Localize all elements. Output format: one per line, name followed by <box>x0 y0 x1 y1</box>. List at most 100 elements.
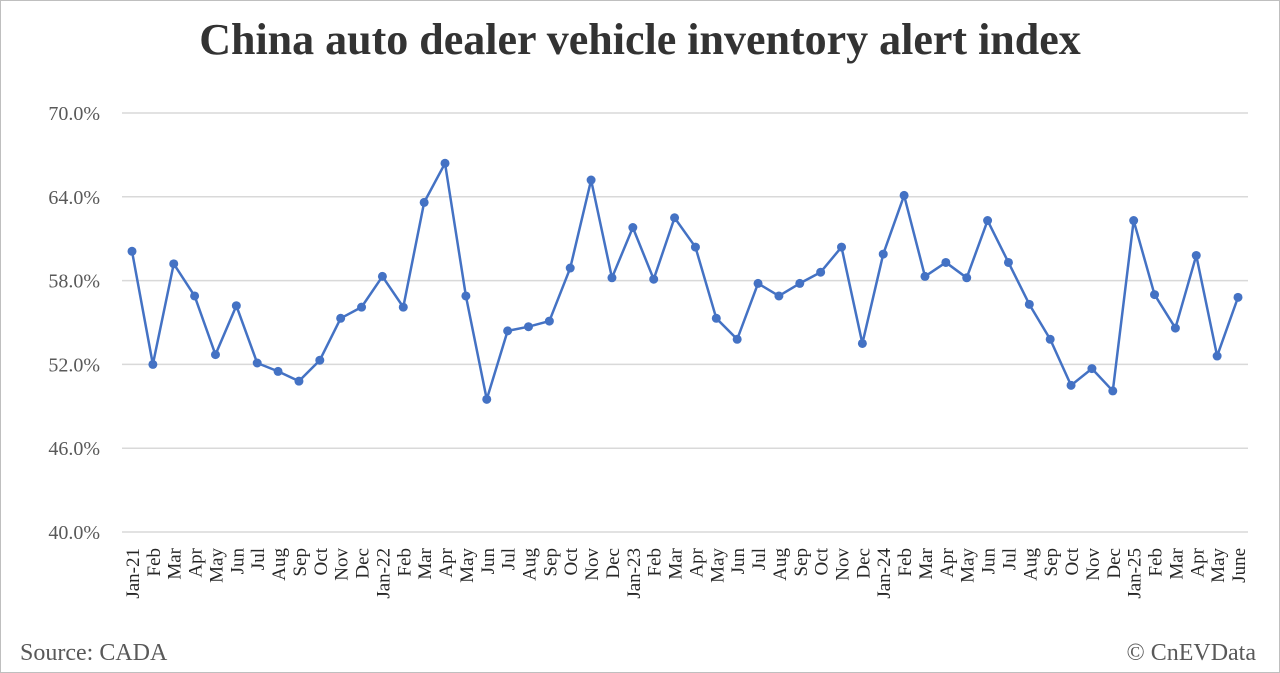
data-point <box>565 263 575 273</box>
data-point <box>1087 364 1097 374</box>
x-tick-label: Apr <box>937 547 958 577</box>
x-tick-label: Aug <box>770 548 791 581</box>
data-point <box>273 366 283 376</box>
x-axis: Jan-21 Feb Mar Apr May Jun Jul Aug Sep Oct Nov Dec J… <box>123 547 1250 598</box>
data-point <box>190 291 200 301</box>
y-tick-label: 46.0% <box>48 438 100 460</box>
data-point <box>523 322 533 332</box>
data-point <box>336 313 346 323</box>
data-point <box>231 301 241 311</box>
data-point <box>878 249 888 259</box>
x-tick-label: Jan-21 <box>123 548 144 599</box>
data-point <box>1045 334 1055 344</box>
data-point <box>816 267 826 277</box>
data-point <box>670 213 680 223</box>
data-point <box>252 358 262 368</box>
x-tick-label: May <box>457 548 478 583</box>
data-point <box>1150 290 1160 300</box>
data-point <box>127 246 137 256</box>
x-tick-label: Feb <box>394 548 415 577</box>
data-point <box>148 359 158 369</box>
source-note: Source: CADA <box>20 640 168 666</box>
data-point <box>377 271 387 281</box>
x-tick-label: Aug <box>269 548 290 581</box>
data-point <box>398 302 408 312</box>
data-point <box>1129 216 1139 226</box>
x-tick-label: Mar <box>415 547 436 579</box>
x-tick-label: Jan-23 <box>624 548 645 599</box>
data-point <box>607 273 617 283</box>
x-tick-label: Sep <box>290 548 311 577</box>
data-point <box>711 313 721 323</box>
x-tick-label: Nov <box>582 548 603 581</box>
data-point <box>586 175 596 185</box>
data-point <box>315 355 325 365</box>
x-tick-label: Feb <box>645 548 666 577</box>
data-point <box>649 274 659 284</box>
data-point <box>983 216 993 226</box>
x-tick-label: Jul <box>248 548 269 570</box>
x-tick-label: Jun <box>227 548 248 575</box>
x-tick-label: Apr <box>436 547 457 577</box>
data-point <box>419 197 429 207</box>
data-point <box>774 291 784 301</box>
x-tick-label: Sep <box>1041 548 1062 577</box>
x-tick-label: Dec <box>353 548 374 579</box>
data-point <box>1066 380 1076 390</box>
x-tick-label: Mar <box>165 547 186 579</box>
x-tick-label: Sep <box>540 548 561 577</box>
x-tick-label: Nov <box>332 548 353 581</box>
data-point <box>210 350 220 360</box>
x-tick-label: Oct <box>311 547 332 575</box>
y-tick-label: 64.0% <box>48 187 100 209</box>
data-point <box>1191 250 1201 260</box>
data-point <box>461 291 471 301</box>
x-tick-label: Oct <box>561 547 582 575</box>
series-line <box>130 162 1240 401</box>
data-point <box>857 338 867 348</box>
data-point <box>1170 323 1180 333</box>
credit-note: © CnEVData <box>1126 640 1256 666</box>
x-tick-label: Jan-24 <box>874 548 895 599</box>
y-tick-label: 40.0% <box>48 522 100 544</box>
x-tick-label: Mar <box>1166 547 1187 579</box>
x-tick-label: Aug <box>519 548 540 581</box>
data-point <box>294 376 304 386</box>
data-point <box>1108 386 1118 396</box>
x-tick-label: Oct <box>812 547 833 575</box>
x-tick-label: Oct <box>1062 547 1083 575</box>
series <box>127 158 1243 404</box>
x-tick-label: Jul <box>499 548 520 570</box>
x-tick-label: Nov <box>1083 548 1104 581</box>
y-tick-label: 70.0% <box>48 103 100 125</box>
data-point <box>482 394 492 404</box>
x-tick-label: Jun <box>478 548 499 575</box>
x-tick-label: Nov <box>833 548 854 581</box>
x-tick-label: Jul <box>999 548 1020 570</box>
data-point <box>690 242 700 252</box>
x-tick-label: May <box>206 548 227 583</box>
x-tick-label: Jul <box>749 548 770 570</box>
data-point <box>169 259 179 269</box>
x-tick-label: Apr <box>686 547 707 577</box>
x-tick-label: Feb <box>1146 548 1167 577</box>
x-tick-label: Jan-25 <box>1125 548 1146 599</box>
data-point <box>357 302 367 312</box>
x-tick-label: Mar <box>666 547 687 579</box>
x-tick-label: Sep <box>791 548 812 577</box>
x-tick-label: Apr <box>1187 547 1208 577</box>
data-point <box>795 278 805 288</box>
x-tick-label: June <box>1229 548 1250 583</box>
x-tick-label: Aug <box>1020 548 1041 581</box>
y-tick-label: 52.0% <box>48 354 100 376</box>
x-tick-label: Jan-22 <box>373 548 394 599</box>
gridlines <box>122 112 1248 533</box>
x-tick-label: Feb <box>895 548 916 577</box>
data-point <box>440 158 450 168</box>
data-point <box>962 273 972 283</box>
x-tick-label: Dec <box>1104 548 1125 579</box>
data-point <box>899 190 909 200</box>
x-tick-label: May <box>707 548 728 583</box>
x-tick-label: Dec <box>853 548 874 579</box>
